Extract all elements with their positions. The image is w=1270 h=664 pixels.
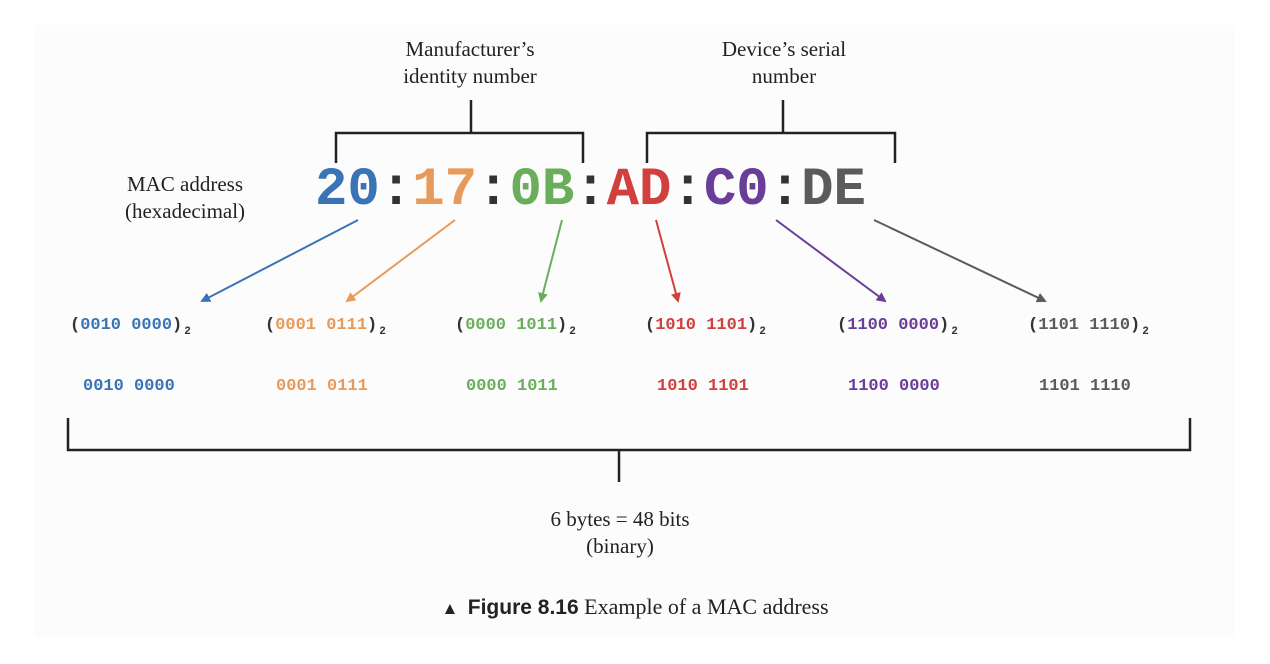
mac-address-hex: 20:17:0B:AD:C0:DE bbox=[315, 160, 925, 221]
base-subscript: 2 bbox=[1142, 326, 1149, 338]
caption-text: Example of a MAC address bbox=[584, 594, 829, 619]
device-serial-label: Device’s serial number bbox=[684, 36, 884, 90]
binary-value: 0010 0000 bbox=[80, 316, 173, 335]
arrow-byte-3 bbox=[538, 219, 563, 303]
close-paren: ) bbox=[939, 316, 950, 335]
binary-notation-byte-2: (0001 0111) 2 bbox=[265, 316, 386, 338]
arrow-byte-4 bbox=[655, 219, 681, 303]
binary-byte-4: 1010 1101 bbox=[657, 377, 749, 396]
arrow-byte-5 bbox=[775, 219, 887, 303]
arrow-byte-2 bbox=[345, 219, 456, 303]
hex-byte-1: 20 bbox=[315, 160, 380, 221]
binary-notation-byte-5: (1100 0000) 2 bbox=[837, 316, 958, 338]
open-paren: ( bbox=[837, 316, 848, 335]
binary-value: 1010 1101 bbox=[655, 316, 748, 335]
manufacturer-label-line1: Manufacturer’s bbox=[405, 37, 535, 61]
device-bracket bbox=[645, 100, 897, 163]
arrow-byte-6 bbox=[873, 219, 1047, 303]
base-subscript: 2 bbox=[569, 326, 576, 338]
open-paren: ( bbox=[645, 316, 656, 335]
hex-byte-3: 0B bbox=[509, 160, 575, 221]
hex-byte-6: DE bbox=[801, 160, 866, 221]
figure-frame bbox=[35, 25, 1235, 637]
binary-value: 1101 1110 bbox=[1038, 316, 1131, 335]
device-label-line1: Device’s serial bbox=[721, 37, 847, 61]
hex-separator: : bbox=[768, 160, 802, 221]
close-paren: ) bbox=[367, 316, 378, 335]
hex-byte-4: AD bbox=[606, 160, 672, 221]
binary-byte-2: 0001 0111 bbox=[276, 377, 368, 396]
base-subscript: 2 bbox=[184, 326, 191, 338]
arrow-byte-1 bbox=[200, 219, 359, 302]
base-subscript: 2 bbox=[759, 326, 766, 338]
binary-notation-byte-4: (1010 1101) 2 bbox=[645, 316, 766, 338]
base-subscript: 2 bbox=[379, 326, 386, 338]
total-size-label: 6 bytes = 48 bits (binary) bbox=[520, 506, 720, 560]
mac-address-label: MAC address (hexadecimal) bbox=[85, 171, 285, 225]
hex-byte-5: C0 bbox=[703, 160, 769, 221]
mac-label-line2: (hexadecimal) bbox=[124, 199, 246, 223]
open-paren: ( bbox=[265, 316, 276, 335]
binary-byte-6: 1101 1110 bbox=[1039, 377, 1131, 396]
close-paren: ) bbox=[172, 316, 183, 335]
total-label-line1: 6 bytes = 48 bits bbox=[550, 507, 690, 531]
close-paren: ) bbox=[1130, 316, 1141, 335]
binary-value: 0000 1011 bbox=[465, 316, 558, 335]
binary-notation-byte-1: (0010 0000) 2 bbox=[70, 316, 191, 338]
open-paren: ( bbox=[70, 316, 81, 335]
hex-separator: : bbox=[477, 160, 510, 221]
hex-separator: : bbox=[671, 160, 704, 221]
base-subscript: 2 bbox=[951, 326, 958, 338]
hex-separator: : bbox=[574, 160, 607, 221]
binary-notation-byte-3: (0000 1011) 2 bbox=[455, 316, 576, 338]
device-label-line2: number bbox=[751, 64, 817, 88]
binary-byte-3: 0000 1011 bbox=[466, 377, 558, 396]
mac-label-line1: MAC address bbox=[126, 172, 244, 196]
binary-byte-5: 1100 0000 bbox=[848, 377, 940, 396]
hex-byte-2: 17 bbox=[412, 160, 478, 221]
close-paren: ) bbox=[557, 316, 568, 335]
figure-caption: ▲ Figure 8.16 Example of a MAC address bbox=[0, 594, 1270, 620]
close-paren: ) bbox=[747, 316, 758, 335]
triangle-marker-icon: ▲ bbox=[441, 599, 459, 618]
hex-separator: : bbox=[379, 160, 413, 221]
binary-value: 0001 0111 bbox=[275, 316, 368, 335]
open-paren: ( bbox=[455, 316, 466, 335]
total-label-line2: (binary) bbox=[586, 534, 654, 558]
manufacturer-label-line2: identity number bbox=[403, 64, 537, 88]
binary-value: 1100 0000 bbox=[847, 316, 940, 335]
manufacturer-bracket bbox=[334, 100, 585, 163]
manufacturer-identity-label: Manufacturer’s identity number bbox=[370, 36, 570, 90]
total-bracket bbox=[66, 418, 1192, 482]
open-paren: ( bbox=[1028, 316, 1039, 335]
binary-notation-byte-6: (1101 1110) 2 bbox=[1028, 316, 1149, 338]
figure-number: Figure 8.16 bbox=[467, 596, 579, 619]
binary-byte-1: 0010 0000 bbox=[83, 377, 175, 396]
